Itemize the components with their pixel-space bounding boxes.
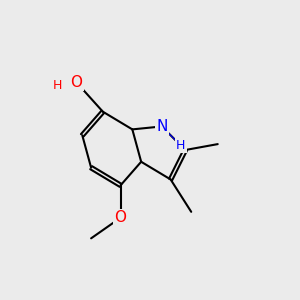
Text: H: H bbox=[52, 79, 62, 92]
Text: O: O bbox=[115, 210, 127, 225]
Text: O: O bbox=[70, 75, 83, 90]
Text: H: H bbox=[176, 139, 186, 152]
Text: N: N bbox=[156, 119, 167, 134]
